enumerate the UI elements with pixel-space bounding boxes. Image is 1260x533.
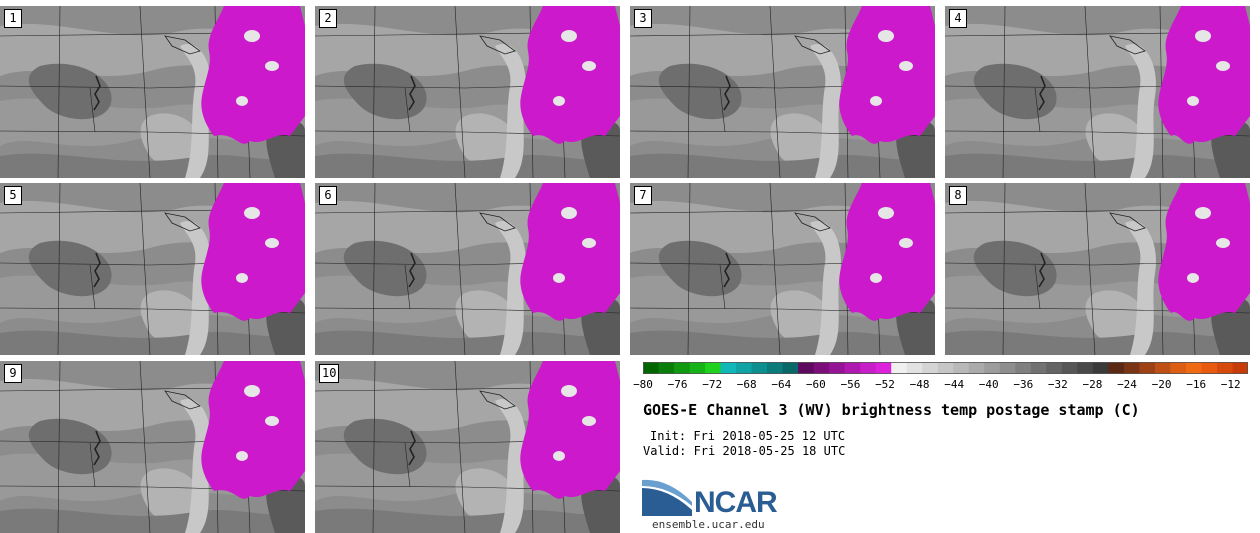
colorbar-swatch bbox=[736, 362, 753, 374]
colorbar-swatch bbox=[984, 362, 1001, 374]
member-number-label: 7 bbox=[634, 186, 652, 205]
colorbar-swatch bbox=[922, 362, 939, 374]
colorbar-tick-label: −80 bbox=[633, 378, 653, 391]
colorbar-swatch bbox=[875, 362, 892, 374]
member-stamp-9: 9 bbox=[0, 361, 305, 533]
colorbar-swatch bbox=[1108, 362, 1125, 374]
member-number-label: 2 bbox=[319, 9, 337, 28]
colorbar-tick-label: −64 bbox=[771, 378, 792, 391]
colorbar-tick-label: −48 bbox=[909, 378, 930, 391]
colorbar-swatch bbox=[705, 362, 722, 374]
member-stamp-2: 2 bbox=[315, 6, 620, 178]
colorbar-tick-label: −72 bbox=[702, 378, 723, 391]
colorbar-tick-label: −40 bbox=[978, 378, 999, 391]
colorbar-swatch bbox=[1185, 362, 1202, 374]
colorbar-tick-label: −28 bbox=[1082, 378, 1103, 391]
member-map bbox=[945, 183, 1250, 355]
colorbar-swatch bbox=[1030, 362, 1047, 374]
ncar-swoosh-icon bbox=[642, 479, 692, 516]
figure-title: GOES-E Channel 3 (WV) brightness temp po… bbox=[643, 401, 1140, 419]
colorbar-swatch bbox=[906, 362, 923, 374]
colorbar-swatch bbox=[1201, 362, 1218, 374]
colorbar-swatch bbox=[1216, 362, 1233, 374]
colorbar-swatch bbox=[1092, 362, 1109, 374]
colorbar-tick-label: −56 bbox=[840, 378, 861, 391]
member-number-label: 1 bbox=[4, 9, 22, 28]
colorbar-swatch bbox=[658, 362, 675, 374]
colorbar-swatch bbox=[751, 362, 768, 374]
colorbar-tick-label: −60 bbox=[805, 378, 826, 391]
member-map bbox=[945, 6, 1250, 178]
member-number-label: 6 bbox=[319, 186, 337, 205]
colorbar-swatch bbox=[1123, 362, 1140, 374]
valid-time: Valid: Fri 2018-05-25 18 UTC bbox=[643, 444, 846, 458]
colorbar-swatch bbox=[1046, 362, 1063, 374]
member-map bbox=[0, 361, 305, 533]
member-stamp-6: 6 bbox=[315, 183, 620, 355]
colorbar-swatch bbox=[937, 362, 954, 374]
member-map bbox=[315, 6, 620, 178]
member-map bbox=[0, 6, 305, 178]
member-map bbox=[630, 183, 935, 355]
member-number-label: 4 bbox=[949, 9, 967, 28]
colorbar-swatch bbox=[844, 362, 861, 374]
colorbar-swatch bbox=[860, 362, 877, 374]
colorbar-swatch bbox=[813, 362, 830, 374]
member-stamp-5: 5 bbox=[0, 183, 305, 355]
member-stamp-7: 7 bbox=[630, 183, 935, 355]
colorbar-tick-label: −36 bbox=[1013, 378, 1034, 391]
colorbar-tick-label: −32 bbox=[1047, 378, 1068, 391]
colorbar-tick-label: −16 bbox=[1186, 378, 1207, 391]
colorbar-swatch bbox=[1170, 362, 1187, 374]
colorbar-swatch bbox=[674, 362, 691, 374]
colorbar-tick-label: −20 bbox=[1151, 378, 1172, 391]
member-number-label: 10 bbox=[319, 364, 340, 383]
colorbar-swatch bbox=[720, 362, 737, 374]
colorbar-swatch bbox=[767, 362, 784, 374]
colorbar-swatch bbox=[891, 362, 908, 374]
colorbar-swatch bbox=[1015, 362, 1032, 374]
member-stamp-3: 3 bbox=[630, 6, 935, 178]
member-stamp-10: 10 bbox=[315, 361, 620, 533]
colorbar bbox=[643, 362, 1248, 374]
colorbar-swatch bbox=[953, 362, 970, 374]
colorbar-swatch bbox=[829, 362, 846, 374]
website-url[interactable]: ensemble.ucar.edu bbox=[652, 518, 765, 531]
colorbar-swatch bbox=[1154, 362, 1171, 374]
member-stamp-8: 8 bbox=[945, 183, 1250, 355]
member-stamp-4: 4 bbox=[945, 6, 1250, 178]
colorbar-swatch bbox=[968, 362, 985, 374]
colorbar-tick-label: −52 bbox=[875, 378, 895, 391]
colorbar-swatch bbox=[1061, 362, 1078, 374]
colorbar-swatch bbox=[689, 362, 706, 374]
member-number-label: 3 bbox=[634, 9, 652, 28]
colorbar-swatch bbox=[999, 362, 1016, 374]
member-stamp-1: 1 bbox=[0, 6, 305, 178]
ncar-logo: NCAR bbox=[642, 476, 802, 520]
colorbar-swatch bbox=[1232, 362, 1248, 374]
colorbar-tick-label: −12 bbox=[1220, 378, 1241, 391]
colorbar-swatch bbox=[798, 362, 815, 374]
init-time: Init: Fri 2018-05-25 12 UTC bbox=[650, 429, 846, 443]
member-number-label: 5 bbox=[4, 186, 22, 205]
member-map bbox=[630, 6, 935, 178]
colorbar-swatch bbox=[1077, 362, 1094, 374]
colorbar-swatch bbox=[643, 362, 660, 374]
colorbar-tick-label: −68 bbox=[736, 378, 757, 391]
colorbar-tick-labels: −80 −76 −72 −68 −64 −60 −56 −52 −48 −44 −40 −36 −32 −… bbox=[630, 378, 1260, 394]
member-map bbox=[315, 183, 620, 355]
colorbar-tick-label: −24 bbox=[1117, 378, 1137, 391]
member-map bbox=[0, 183, 305, 355]
member-number-label: 8 bbox=[949, 186, 967, 205]
member-number-label: 9 bbox=[4, 364, 22, 383]
ncar-logo-text: NCAR bbox=[694, 486, 778, 519]
colorbar-tick-label: −76 bbox=[667, 378, 688, 391]
member-map bbox=[315, 361, 620, 533]
colorbar-swatch bbox=[782, 362, 799, 374]
colorbar-swatch bbox=[1139, 362, 1156, 374]
colorbar-tick-label: −44 bbox=[944, 378, 965, 391]
